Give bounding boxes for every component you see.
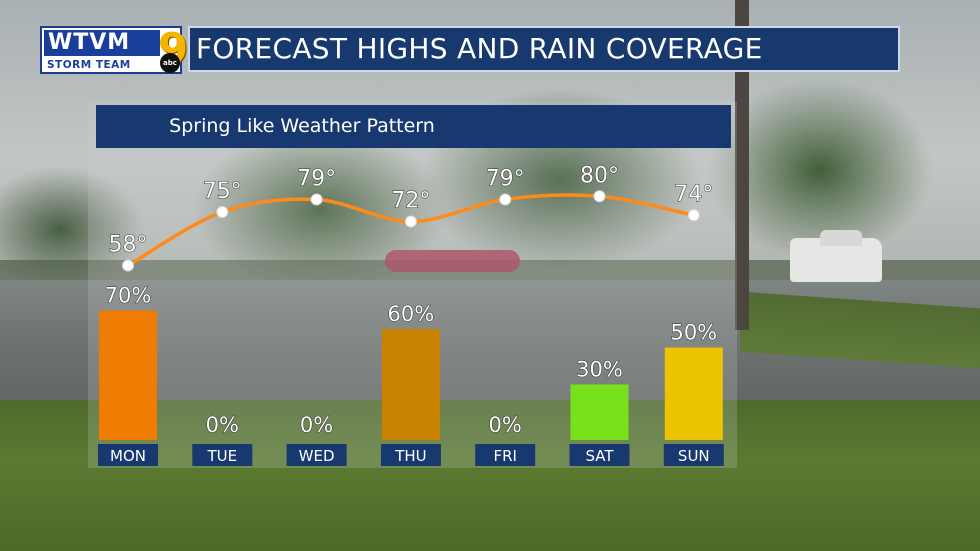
day-label-box <box>98 444 158 466</box>
rain-percent-label: 50% <box>670 321 717 345</box>
logo-subtext: STORM TEAM <box>44 58 160 72</box>
chart-title: Spring Like Weather Pattern <box>169 115 435 137</box>
day-label-box <box>192 444 253 466</box>
title-bar: FORECAST HIGHS AND RAIN COVERAGE <box>188 26 900 72</box>
day-label-box <box>475 444 536 466</box>
network-logo: abc <box>160 53 180 73</box>
station-logo: WTVM STORM TEAM 9 <box>40 26 188 74</box>
day-label: SUN <box>678 447 710 465</box>
rain-percent-label: 60% <box>388 302 435 326</box>
flower-bed <box>385 250 520 272</box>
day-label: SAT <box>585 447 614 465</box>
temperature-label: 79° <box>486 166 525 191</box>
chart-title-bar: Spring Like Weather Pattern <box>96 105 731 148</box>
temperature-point <box>593 190 606 203</box>
logo-text: WTVM <box>44 30 160 56</box>
temperature-label: 80° <box>580 163 619 188</box>
day-label: WED <box>299 447 335 465</box>
day-label-box <box>380 444 441 466</box>
rain-percent-label: 0% <box>489 413 522 437</box>
temperature-point <box>310 193 323 206</box>
rain-bar-thu <box>381 329 440 440</box>
temperature-point <box>499 193 512 206</box>
day-label-box <box>663 444 724 466</box>
temperature-point <box>216 206 229 219</box>
temperature-label: 74° <box>674 182 713 207</box>
temperature-label: 58° <box>109 233 148 258</box>
rain-bar-sun <box>664 347 723 440</box>
rain-percent-label: 70% <box>105 284 152 308</box>
utility-pole <box>735 0 749 330</box>
pickup-truck <box>790 230 882 282</box>
temperature-label: 79° <box>297 166 336 191</box>
page-title: FORECAST HIGHS AND RAIN COVERAGE <box>196 32 763 65</box>
rain-bar-sat <box>570 384 629 440</box>
rain-percent-label: 30% <box>576 358 623 382</box>
day-label: TUE <box>206 447 237 465</box>
grass <box>0 400 980 551</box>
day-label-box <box>569 444 630 466</box>
temperature-point <box>687 209 700 222</box>
day-label: FRI <box>493 447 516 465</box>
day-label: MON <box>110 447 146 465</box>
temperature-label: 72° <box>391 188 430 213</box>
temperature-point <box>404 215 417 228</box>
temperature-label: 75° <box>203 179 242 204</box>
day-label: THU <box>394 447 426 465</box>
temperature-point <box>122 259 134 272</box>
rain-percent-label: 0% <box>206 413 239 437</box>
rain-percent-label: 0% <box>300 413 333 437</box>
rain-bar-mon <box>99 310 157 440</box>
day-label-box <box>286 444 347 466</box>
